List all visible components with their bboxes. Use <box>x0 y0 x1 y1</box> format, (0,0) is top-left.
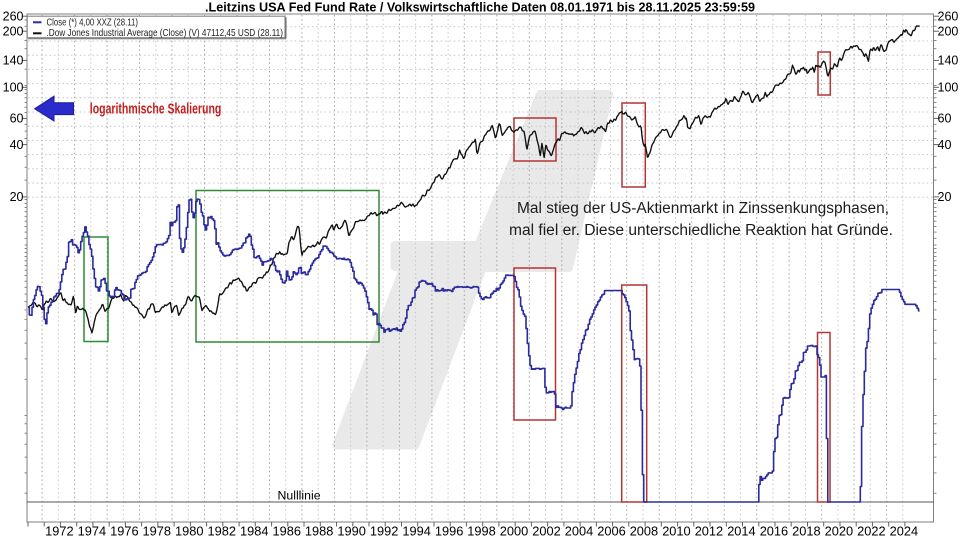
svg-text:60: 60 <box>938 112 952 126</box>
svg-text:2022: 2022 <box>857 524 885 539</box>
svg-text:20: 20 <box>10 190 24 204</box>
svg-text:2012: 2012 <box>695 524 723 539</box>
svg-text:.Leitzins USA Fed Fund Rate /: .Leitzins USA Fed Fund Rate / Volkswirts… <box>205 1 755 15</box>
svg-text:260: 260 <box>3 10 24 24</box>
svg-text:2000: 2000 <box>500 524 528 539</box>
svg-text:1982: 1982 <box>208 524 236 539</box>
svg-text:100: 100 <box>938 81 959 95</box>
svg-text:1972: 1972 <box>45 524 73 539</box>
svg-text:2004: 2004 <box>565 524 593 539</box>
svg-text:2008: 2008 <box>630 524 658 539</box>
svg-text:1980: 1980 <box>175 524 203 539</box>
svg-text:1994: 1994 <box>402 524 430 539</box>
svg-text:1998: 1998 <box>467 524 495 539</box>
svg-text:2020: 2020 <box>825 524 853 539</box>
svg-text:1986: 1986 <box>273 524 301 539</box>
svg-text:1978: 1978 <box>143 524 171 539</box>
svg-text:60: 60 <box>10 112 24 126</box>
svg-text:2006: 2006 <box>597 524 625 539</box>
svg-text:2010: 2010 <box>662 524 690 539</box>
svg-text:2016: 2016 <box>760 524 788 539</box>
svg-text:1988: 1988 <box>305 524 333 539</box>
svg-text:2024: 2024 <box>890 524 918 539</box>
svg-text:40: 40 <box>938 138 952 152</box>
svg-text:2018: 2018 <box>792 524 820 539</box>
svg-text:20: 20 <box>938 190 952 204</box>
svg-text:100: 100 <box>3 81 24 95</box>
svg-text:.Dow Jones Industrial Average: .Dow Jones Industrial Average (Close) (V… <box>47 27 284 39</box>
svg-text:mal fiel er. Diese unterschied: mal fiel er. Diese unterschiedliche Reak… <box>509 222 893 239</box>
svg-text:1974: 1974 <box>78 524 106 539</box>
svg-text:1976: 1976 <box>110 524 138 539</box>
svg-text:Mal stieg der US-Aktienmarkt i: Mal stieg der US-Aktienmarkt in Zinssenk… <box>517 200 889 217</box>
svg-text:140: 140 <box>938 54 959 68</box>
svg-text:140: 140 <box>3 54 24 68</box>
svg-text:200: 200 <box>938 25 959 39</box>
svg-text:logarithmische Skalierung: logarithmische Skalierung <box>90 101 222 118</box>
svg-text:200: 200 <box>3 25 24 39</box>
svg-text:1984: 1984 <box>240 524 268 539</box>
svg-text:Close (*) 4,00 XXZ (28.11): Close (*) 4,00 XXZ (28.11) <box>47 16 139 28</box>
svg-text:2014: 2014 <box>727 524 755 539</box>
svg-text:260: 260 <box>938 10 959 24</box>
svg-text:40: 40 <box>10 138 24 152</box>
svg-text:1992: 1992 <box>370 524 398 539</box>
svg-text:1996: 1996 <box>435 524 463 539</box>
svg-text:2002: 2002 <box>532 524 560 539</box>
svg-text:1990: 1990 <box>337 524 365 539</box>
svg-text:Nulllinie: Nulllinie <box>278 489 321 503</box>
